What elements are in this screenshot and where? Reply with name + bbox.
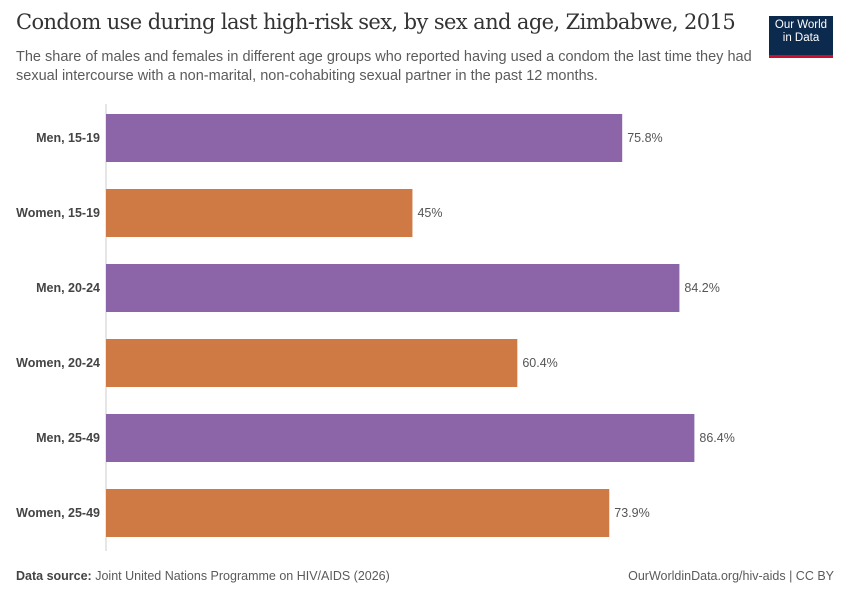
category-label: Men, 20-24 [36, 281, 100, 295]
bar[interactable] [106, 489, 610, 537]
license-link[interactable]: OurWorldinData.org/hiv-aids | CC BY [628, 569, 834, 583]
logo-text: Our World in Data [774, 19, 828, 44]
category-label: Men, 15-19 [36, 131, 100, 145]
bar[interactable] [106, 189, 413, 237]
source-text: Joint United Nations Programme on HIV/AI… [95, 569, 390, 583]
value-label: 86.4% [699, 431, 734, 445]
bar[interactable] [106, 264, 680, 312]
data-source: Data source: Joint United Nations Progra… [16, 569, 390, 583]
category-label: Women, 20-24 [16, 356, 100, 370]
value-label: 73.9% [614, 506, 649, 520]
bar[interactable] [106, 414, 695, 462]
value-label: 84.2% [684, 281, 719, 295]
category-label: Men, 25-49 [36, 431, 100, 445]
source-label: Data source: [16, 569, 92, 583]
value-label: 60.4% [522, 356, 557, 370]
bar[interactable] [106, 114, 623, 162]
bar[interactable] [106, 339, 518, 387]
value-label: 75.8% [627, 131, 662, 145]
chart-title: Condom use during last high-risk sex, by… [16, 10, 736, 34]
category-label: Women, 25-49 [16, 506, 100, 520]
category-label: Women, 15-19 [16, 206, 100, 220]
value-label: 45% [417, 206, 442, 220]
owid-logo[interactable]: Our World in Data [769, 16, 833, 58]
chart-subtitle: The share of males and females in differ… [16, 49, 752, 84]
